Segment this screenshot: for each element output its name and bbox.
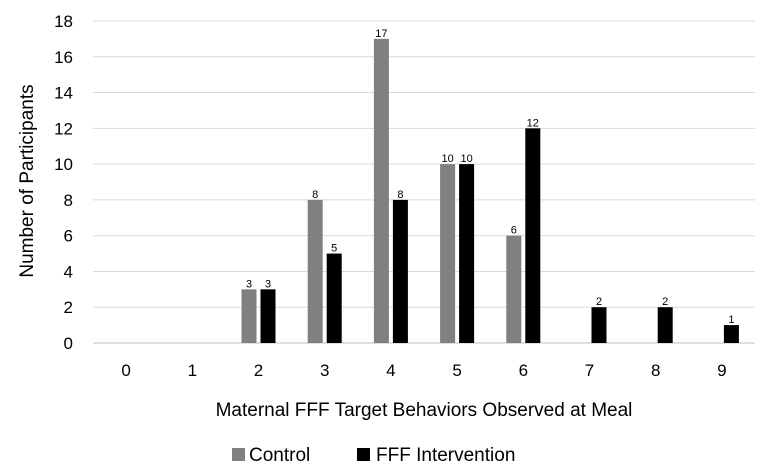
y-tick-label: 2: [64, 298, 73, 317]
bar-control: [506, 235, 522, 343]
x-tick-label: 8: [651, 361, 660, 380]
bar-fff-intervention: [657, 307, 673, 343]
y-axis-title: Number of Participants: [17, 84, 38, 277]
x-axis-title: Maternal FFF Target Behaviors Observed a…: [216, 400, 633, 421]
legend: Control FFF Intervention: [232, 445, 515, 466]
value-label: 12: [527, 117, 539, 129]
legend-swatch: [357, 448, 370, 461]
value-label: 5: [331, 243, 337, 255]
x-tick-label: 2: [254, 361, 263, 380]
y-tick-label: 0: [64, 334, 73, 353]
bar-control: [373, 38, 389, 344]
value-label: 2: [596, 296, 602, 308]
x-tick-label: 9: [717, 361, 726, 380]
x-tick-label: 4: [386, 361, 395, 380]
gridlines: [93, 20, 755, 344]
bar-fff-intervention: [326, 253, 342, 343]
bar-control: [241, 289, 257, 343]
x-tick-label: 1: [188, 361, 197, 380]
value-label: 10: [441, 153, 453, 165]
x-tick-label: 7: [585, 361, 594, 380]
bar-fff-intervention: [459, 164, 475, 343]
value-label: 8: [312, 189, 318, 201]
value-label: 3: [246, 278, 252, 290]
legend-label: Control: [249, 445, 310, 466]
bar-fff-intervention: [591, 307, 607, 343]
bar-fff-intervention: [392, 199, 408, 343]
x-tick-label: 6: [519, 361, 528, 380]
value-label: 10: [460, 153, 472, 165]
y-tick-label: 18: [54, 12, 73, 31]
x-axis-ticks: 0 1 2 3 4 5 6 7 8 9: [121, 361, 726, 380]
x-tick-label: 0: [121, 361, 130, 380]
bar-control: [307, 199, 323, 343]
value-label: 6: [511, 225, 517, 237]
bars: [241, 38, 739, 344]
legend-swatch: [232, 448, 245, 461]
x-tick-label: 5: [452, 361, 461, 380]
bar-fff-intervention: [723, 325, 739, 343]
y-tick-label: 10: [54, 155, 73, 174]
y-tick-label: 16: [54, 48, 73, 67]
bar-control: [440, 164, 456, 343]
bar-fff-intervention: [260, 289, 276, 343]
value-label: 1: [728, 314, 734, 326]
y-tick-label: 8: [64, 191, 73, 210]
x-tick-label: 3: [320, 361, 329, 380]
value-label: 8: [397, 189, 403, 201]
y-axis-ticks: 0 2 4 6 8 10 12 14 16 18: [54, 12, 73, 353]
value-label: 2: [662, 296, 668, 308]
value-labels: 3 8 17 10 6 3 5 8 10 12 2 2 1: [246, 28, 735, 326]
y-tick-label: 14: [54, 84, 73, 103]
value-label: 17: [375, 28, 387, 40]
y-tick-label: 4: [64, 262, 73, 281]
bar-fff-intervention: [525, 128, 541, 343]
value-label: 3: [265, 278, 271, 290]
legend-label: FFF Intervention: [376, 445, 515, 466]
y-tick-label: 12: [54, 119, 73, 138]
y-tick-label: 6: [64, 227, 73, 246]
